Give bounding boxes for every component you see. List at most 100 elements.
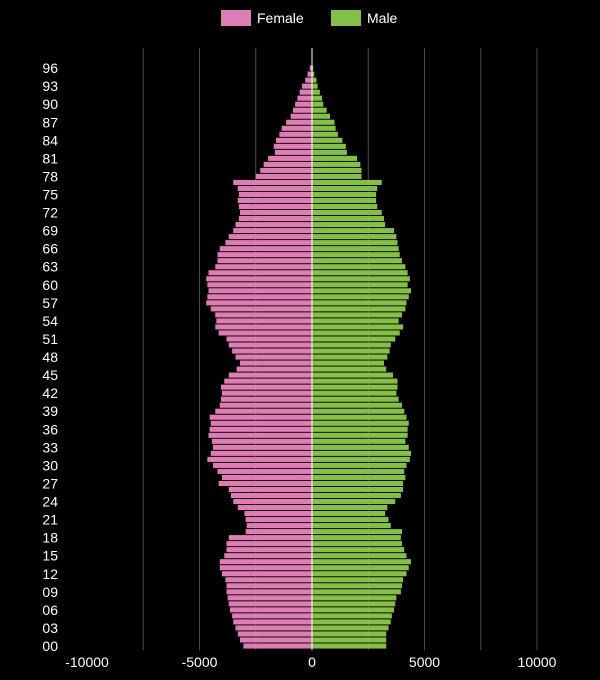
bar-female-age-42 bbox=[222, 390, 312, 396]
bar-male-age-80 bbox=[312, 161, 361, 167]
bar-female-age-9 bbox=[226, 589, 312, 595]
y-tick-label: 03 bbox=[42, 620, 58, 636]
bar-male-age-34 bbox=[312, 438, 406, 444]
bar-female-age-87 bbox=[286, 119, 312, 125]
bar-female-age-41 bbox=[220, 396, 312, 402]
y-tick-label: 06 bbox=[42, 602, 58, 618]
bar-male-age-19 bbox=[312, 529, 402, 535]
y-tick-label: 69 bbox=[42, 223, 58, 239]
bar-female-age-62 bbox=[208, 270, 312, 276]
x-axis-tick-labels: -10000 -5000 0 5000 10000 bbox=[65, 654, 556, 670]
bar-female-age-64 bbox=[217, 258, 312, 264]
bar-male-age-9 bbox=[312, 589, 401, 595]
bar-male-age-53 bbox=[312, 324, 404, 330]
y-tick-label: 48 bbox=[42, 349, 58, 365]
bar-male-age-88 bbox=[312, 113, 330, 119]
bar-female-age-49 bbox=[232, 348, 312, 354]
bar-male-age-64 bbox=[312, 258, 402, 264]
bar-female-age-17 bbox=[226, 541, 312, 547]
bar-female-age-28 bbox=[222, 474, 312, 480]
legend-label-male: Male bbox=[367, 10, 398, 26]
bar-male-age-47 bbox=[312, 360, 384, 366]
bar-female-age-96 bbox=[309, 65, 312, 71]
bar-female-age-47 bbox=[240, 360, 312, 366]
bar-male-age-48 bbox=[312, 354, 388, 360]
bar-male-age-2 bbox=[312, 631, 387, 637]
y-tick-label: 54 bbox=[42, 313, 58, 329]
bar-female-age-0 bbox=[243, 643, 312, 649]
bar-male-age-8 bbox=[312, 595, 397, 601]
bar-male-age-40 bbox=[312, 402, 402, 408]
bar-male-age-69 bbox=[312, 228, 395, 234]
bar-male-age-42 bbox=[312, 390, 397, 396]
bar-female-age-66 bbox=[219, 246, 312, 252]
bar-male-age-49 bbox=[312, 348, 390, 354]
bar-female-age-5 bbox=[232, 613, 312, 619]
bar-female-age-48 bbox=[235, 354, 312, 360]
bar-male-age-89 bbox=[312, 107, 327, 113]
y-tick-label: 93 bbox=[42, 78, 58, 94]
bar-male-age-30 bbox=[312, 462, 407, 468]
bar-male-age-24 bbox=[312, 498, 396, 505]
bar-female-age-27 bbox=[218, 480, 312, 487]
y-tick-label: 24 bbox=[42, 494, 58, 510]
bar-male-age-59 bbox=[312, 288, 411, 294]
bar-male-age-38 bbox=[312, 414, 407, 420]
y-tick-label: 36 bbox=[42, 421, 58, 437]
bar-male-age-94 bbox=[312, 77, 317, 83]
bars bbox=[206, 48, 411, 650]
bar-male-age-11 bbox=[312, 577, 404, 583]
y-tick-label: 15 bbox=[42, 548, 58, 564]
bar-female-age-79 bbox=[260, 167, 312, 173]
bar-male-age-85 bbox=[312, 131, 338, 137]
bar-male-age-4 bbox=[312, 619, 391, 625]
bar-female-age-68 bbox=[228, 234, 312, 240]
bar-male-age-84 bbox=[312, 137, 343, 143]
bar-female-age-3 bbox=[235, 625, 312, 631]
x-tick-label: 10000 bbox=[518, 654, 557, 670]
bar-male-age-81 bbox=[312, 155, 357, 161]
bar-male-age-65 bbox=[312, 252, 400, 258]
bar-male-age-3 bbox=[312, 625, 389, 631]
bar-female-age-12 bbox=[222, 571, 312, 577]
bar-male-age-35 bbox=[312, 432, 408, 438]
bar-male-age-13 bbox=[312, 565, 409, 571]
y-tick-label: 60 bbox=[42, 277, 58, 293]
bar-female-age-53 bbox=[215, 324, 312, 330]
bar-female-age-32 bbox=[210, 450, 312, 456]
bar-female-age-78 bbox=[255, 173, 312, 179]
bar-female-age-61 bbox=[206, 276, 312, 282]
bar-female-age-24 bbox=[233, 498, 312, 505]
bar-male-age-58 bbox=[312, 294, 409, 300]
bar-male-age-92 bbox=[312, 89, 320, 95]
bar-female-age-39 bbox=[215, 408, 312, 414]
bar-male-age-96 bbox=[312, 65, 314, 71]
bar-male-age-5 bbox=[312, 613, 392, 619]
y-tick-label: 30 bbox=[42, 457, 58, 473]
bar-male-age-26 bbox=[312, 486, 404, 493]
bar-female-age-2 bbox=[237, 631, 312, 637]
y-tick-label: 87 bbox=[42, 114, 58, 130]
y-tick-label: 39 bbox=[42, 403, 58, 419]
bar-female-age-55 bbox=[215, 312, 312, 318]
bar-female-age-54 bbox=[216, 318, 312, 324]
bar-male-age-57 bbox=[312, 300, 407, 306]
bar-male-age-77 bbox=[312, 179, 382, 186]
bar-female-age-43 bbox=[220, 384, 312, 390]
bar-male-age-78 bbox=[312, 173, 362, 179]
y-tick-label: 42 bbox=[42, 385, 58, 401]
bar-male-age-22 bbox=[312, 511, 386, 517]
y-tick-label: 51 bbox=[42, 331, 58, 347]
bar-female-age-30 bbox=[213, 462, 312, 468]
bar-male-age-90 bbox=[312, 101, 324, 107]
bar-female-age-52 bbox=[218, 330, 312, 336]
bar-female-age-7 bbox=[228, 601, 312, 607]
bar-male-age-39 bbox=[312, 408, 405, 414]
bar-male-age-21 bbox=[312, 517, 389, 523]
bar-female-age-40 bbox=[219, 402, 312, 408]
bar-female-age-4 bbox=[233, 619, 312, 625]
y-tick-label: 27 bbox=[42, 475, 58, 491]
bar-male-age-0 bbox=[312, 643, 387, 649]
bar-female-age-14 bbox=[219, 559, 312, 565]
y-tick-label: 09 bbox=[42, 584, 58, 600]
